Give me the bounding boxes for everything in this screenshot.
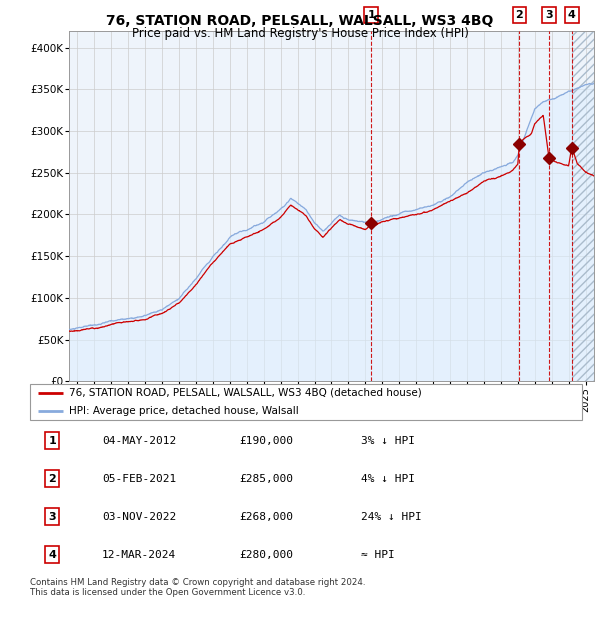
Text: 1: 1: [48, 436, 56, 446]
Text: 4: 4: [48, 549, 56, 559]
Text: 4: 4: [568, 11, 576, 20]
Text: ≈ HPI: ≈ HPI: [361, 549, 395, 559]
Text: 1: 1: [367, 11, 375, 20]
Text: 12-MAR-2024: 12-MAR-2024: [102, 549, 176, 559]
Text: £268,000: £268,000: [240, 512, 294, 521]
Text: 05-FEB-2021: 05-FEB-2021: [102, 474, 176, 484]
Text: 3: 3: [545, 11, 553, 20]
Text: £285,000: £285,000: [240, 474, 294, 484]
Text: 3: 3: [48, 512, 56, 521]
Text: £190,000: £190,000: [240, 436, 294, 446]
Text: 24% ↓ HPI: 24% ↓ HPI: [361, 512, 422, 521]
Text: 4% ↓ HPI: 4% ↓ HPI: [361, 474, 415, 484]
Text: This data is licensed under the Open Government Licence v3.0.: This data is licensed under the Open Gov…: [30, 588, 305, 597]
Text: £280,000: £280,000: [240, 549, 294, 559]
Text: 76, STATION ROAD, PELSALL, WALSALL, WS3 4BQ: 76, STATION ROAD, PELSALL, WALSALL, WS3 …: [106, 14, 494, 28]
Text: 2: 2: [48, 474, 56, 484]
Text: 03-NOV-2022: 03-NOV-2022: [102, 512, 176, 521]
Text: Price paid vs. HM Land Registry's House Price Index (HPI): Price paid vs. HM Land Registry's House …: [131, 27, 469, 40]
Text: 76, STATION ROAD, PELSALL, WALSALL, WS3 4BQ (detached house): 76, STATION ROAD, PELSALL, WALSALL, WS3 …: [68, 388, 421, 398]
Text: Contains HM Land Registry data © Crown copyright and database right 2024.: Contains HM Land Registry data © Crown c…: [30, 578, 365, 587]
Text: HPI: Average price, detached house, Walsall: HPI: Average price, detached house, Wals…: [68, 405, 298, 416]
Text: 04-MAY-2012: 04-MAY-2012: [102, 436, 176, 446]
Text: 3% ↓ HPI: 3% ↓ HPI: [361, 436, 415, 446]
FancyBboxPatch shape: [30, 384, 582, 420]
Text: 2: 2: [515, 11, 523, 20]
